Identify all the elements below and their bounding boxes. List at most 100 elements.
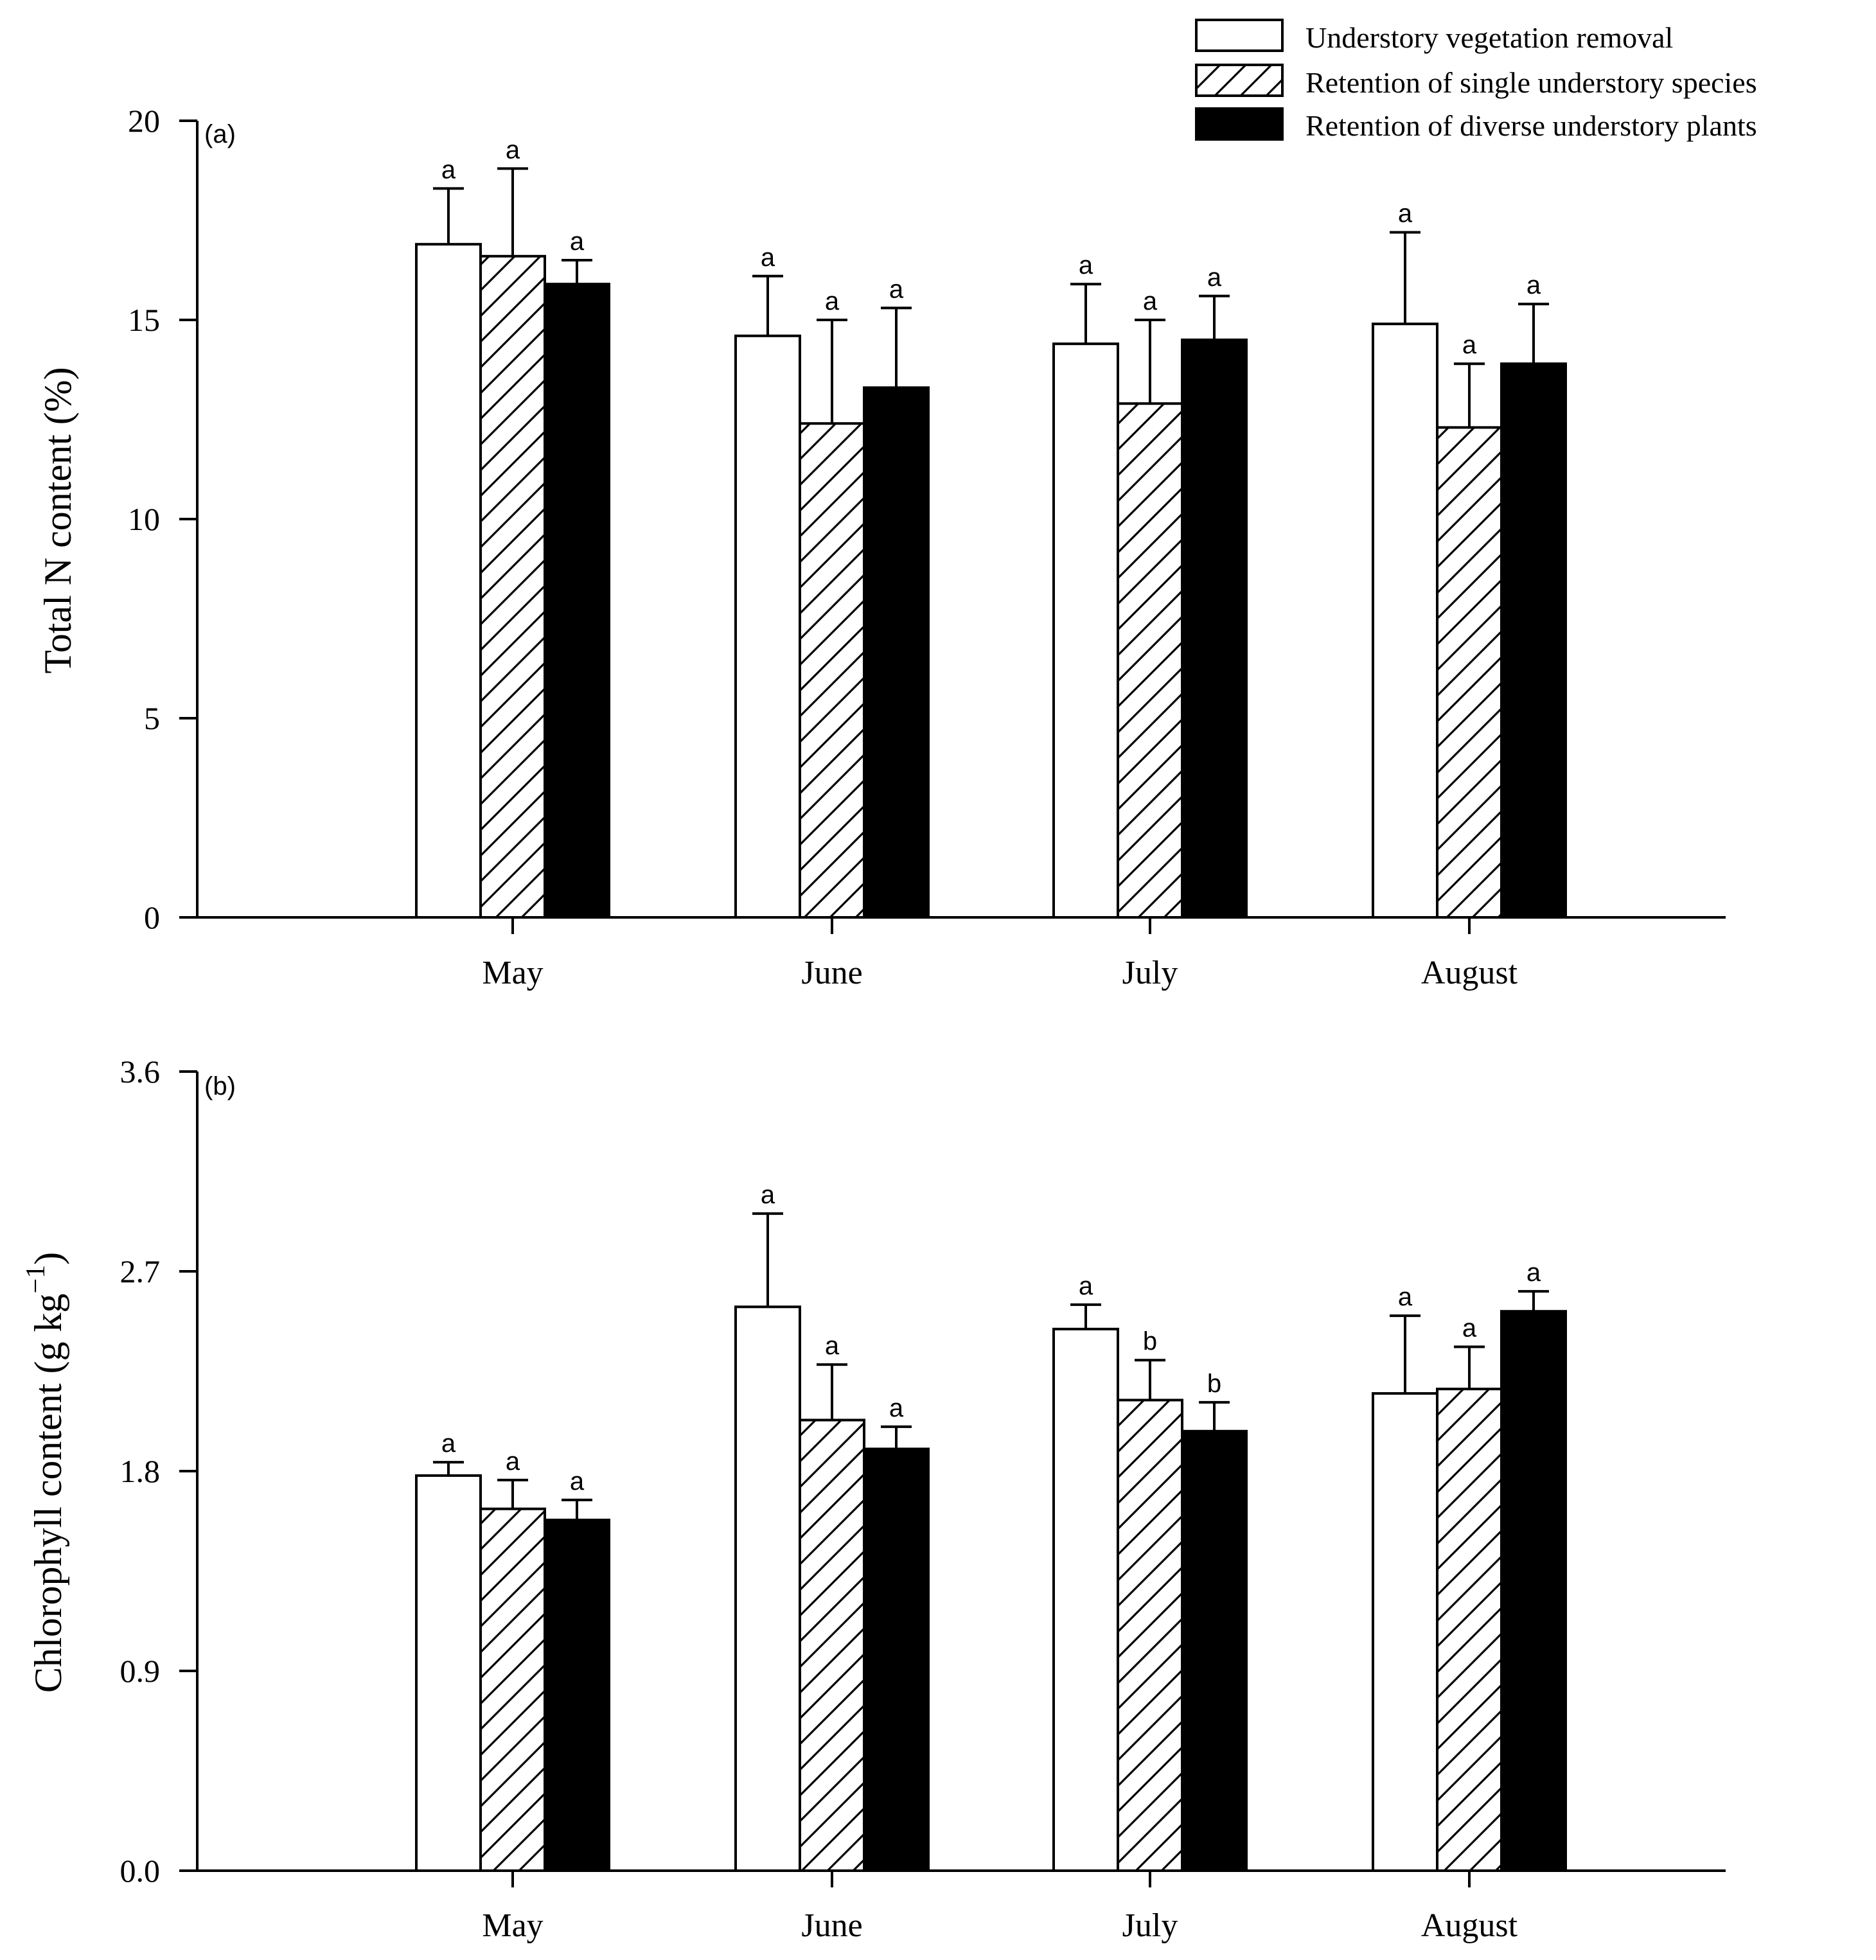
legend-swatch-solid <box>1195 107 1284 141</box>
panel-b-letter-june-open: a <box>761 1181 775 1209</box>
panel-b-bar-july-open <box>1052 1327 1119 1873</box>
panel-b-error-bar-july-solid <box>1199 1400 1230 1431</box>
panel-a-x-tick-label-july: July <box>1122 955 1178 991</box>
panel-b-letter-may-open: a <box>441 1429 456 1458</box>
panel-a-bar-june-open <box>734 334 801 919</box>
panel-a-letter-may-open: a <box>441 155 456 184</box>
panel-b-letter-may-solid: a <box>570 1467 585 1496</box>
panel-b-letter-august-open: a <box>1398 1283 1413 1311</box>
panel-b-error-bar-may-hatched <box>497 1478 528 1509</box>
panel-a-error-bar-june-hatched <box>817 319 847 424</box>
panel-a-error-bar-august-hatched <box>1454 362 1485 428</box>
panel-b-bar-june-solid <box>863 1447 930 1872</box>
panel-b-bar-may-hatched <box>479 1507 546 1872</box>
panel-b-bar-may-solid <box>544 1519 610 1872</box>
panel-a-bar-may-hatched <box>479 254 546 919</box>
panel-b-y-tick-label: 3.6 <box>120 1054 161 1090</box>
legend: Understory vegetation removal Retention … <box>1195 19 1757 142</box>
panel-a-bar-may-solid <box>544 283 610 919</box>
panel-b-y-tick-label: 0.0 <box>120 1853 161 1889</box>
panel-a-bar-june-hatched <box>799 422 865 919</box>
panel-a-y-tick-label: 0 <box>144 899 160 935</box>
panel-a-bar-july-solid <box>1181 339 1248 919</box>
panel-a-letter-august-hatched: a <box>1462 331 1477 359</box>
panel-a-error-bar-august-open <box>1390 231 1420 324</box>
panel-a-y-tick-label: 10 <box>128 501 160 537</box>
panel-a-bar-july-hatched <box>1117 402 1183 919</box>
panel-a-label: (a) <box>204 120 236 148</box>
panel-a-bar-august-hatched <box>1436 426 1503 919</box>
panel-a-error-bar-july-open <box>1070 283 1101 344</box>
panel-b-y-axis-title-main: Chlorophyll content (g kg <box>27 1294 69 1693</box>
panel-b-bar-june-open <box>734 1305 801 1873</box>
panel-a-x-tick-label-august: August <box>1421 955 1518 991</box>
panel-a-error-bar-may-solid <box>562 259 592 285</box>
panel-b-bar-july-solid <box>1181 1429 1248 1873</box>
panel-a-bar-august-open <box>1372 322 1438 919</box>
panel-b-bar-may-open <box>415 1474 482 1872</box>
panel-a-error-bar-august-solid <box>1518 303 1549 364</box>
panel-b-bar-august-solid <box>1500 1310 1567 1872</box>
panel-b-letter-july-hatched: b <box>1143 1327 1157 1355</box>
panel-a-bar-august-solid <box>1500 362 1567 919</box>
panel-b-letter-june-hatched: a <box>825 1332 840 1360</box>
panel-b-error-bar-june-hatched <box>817 1363 847 1420</box>
panel-b-y-axis-title-superscript: −1 <box>21 1265 51 1294</box>
panel-a-letter-july-solid: a <box>1207 263 1222 292</box>
panel-b-bar-august-hatched <box>1436 1388 1503 1873</box>
panel-a-x-tick-label-june: June <box>801 955 862 991</box>
panel-a-letter-may-solid: a <box>570 227 585 256</box>
panel-a-letter-june-open: a <box>761 243 775 272</box>
panel-b-y-axis-title-close: ) <box>27 1252 69 1265</box>
panel-a-bar-july-open <box>1052 342 1119 919</box>
panel-a-bar-may-open <box>415 243 482 919</box>
panel-b-x-tick-label-august: August <box>1421 1907 1518 1944</box>
panel-a-letter-august-open: a <box>1398 200 1413 228</box>
panel-a-bars <box>415 243 1567 919</box>
legend-swatch-hatched <box>1195 64 1284 97</box>
panel-a-significance-letters: a a a a a a a a a a a a <box>441 136 1541 359</box>
panel-a-error-bar-may-open <box>433 187 464 245</box>
panel-b-letter-july-open: a <box>1079 1272 1093 1300</box>
panel-a-y-tick-label: 15 <box>128 302 160 338</box>
panel-b-letter-august-solid: a <box>1526 1258 1541 1287</box>
panel-b-label: (b) <box>204 1072 236 1100</box>
panel-a-error-bar-june-open <box>752 274 783 336</box>
panel-b-letter-august-hatched: a <box>1462 1314 1477 1342</box>
legend-entry-single-species: Retention of single understory species <box>1195 64 1757 99</box>
panel-a-letter-may-hatched: a <box>506 136 520 164</box>
panel-a-error-bar-july-solid <box>1199 294 1230 340</box>
panel-b-error-bar-august-solid <box>1518 1290 1549 1312</box>
panel-b-x-tick-label-july: July <box>1122 1907 1178 1944</box>
panel-a-bar-june-solid <box>863 386 930 919</box>
legend-entry-diverse-plants: Retention of diverse understory plants <box>1195 107 1757 142</box>
panel-a-axes: 0 5 10 15 20 May June July August <box>128 103 1726 991</box>
legend-entry-removal: Understory vegetation removal <box>1195 19 1673 54</box>
panel-b-bar-august-open <box>1372 1392 1438 1873</box>
panel-b-error-bar-may-solid <box>562 1498 592 1521</box>
panel-b-x-tick-label-may: May <box>482 1907 543 1944</box>
panel-b-error-bar-august-hatched <box>1454 1345 1485 1390</box>
panel-a-letter-july-open: a <box>1079 251 1093 279</box>
panel-b-error-bars <box>433 1212 1549 1521</box>
panel-a-letter-july-hatched: a <box>1143 287 1158 315</box>
panel-b-error-bar-may-open <box>433 1461 464 1476</box>
panel-a-y-tick-label: 5 <box>144 700 160 736</box>
panel-b-bar-june-hatched <box>799 1418 865 1872</box>
panel-b-letter-may-hatched: a <box>506 1447 520 1476</box>
panel-a-error-bar-may-hatched <box>497 167 528 256</box>
panel-b-y-tick-label: 1.8 <box>120 1453 161 1489</box>
panel-b-error-bar-july-open <box>1070 1303 1101 1329</box>
panel-b-chlorophyll: (b) Chlorophyll content (g kg−1) a a a a a a b… <box>21 1054 1726 1944</box>
legend-swatch-open <box>1195 19 1284 52</box>
panel-a-error-bars <box>433 167 1549 428</box>
legend-label-single-species: Retention of single understory species <box>1305 66 1757 99</box>
panel-a-letter-june-solid: a <box>889 275 904 303</box>
panel-a-letter-june-hatched: a <box>825 287 840 315</box>
legend-label-removal: Understory vegetation removal <box>1305 21 1673 54</box>
panel-b-error-bar-july-hatched <box>1135 1359 1165 1400</box>
panel-a-y-axis-title: Total N content (%) <box>37 367 79 673</box>
panel-b-significance-letters: a a a a a a b a a a b a <box>441 1181 1541 1496</box>
